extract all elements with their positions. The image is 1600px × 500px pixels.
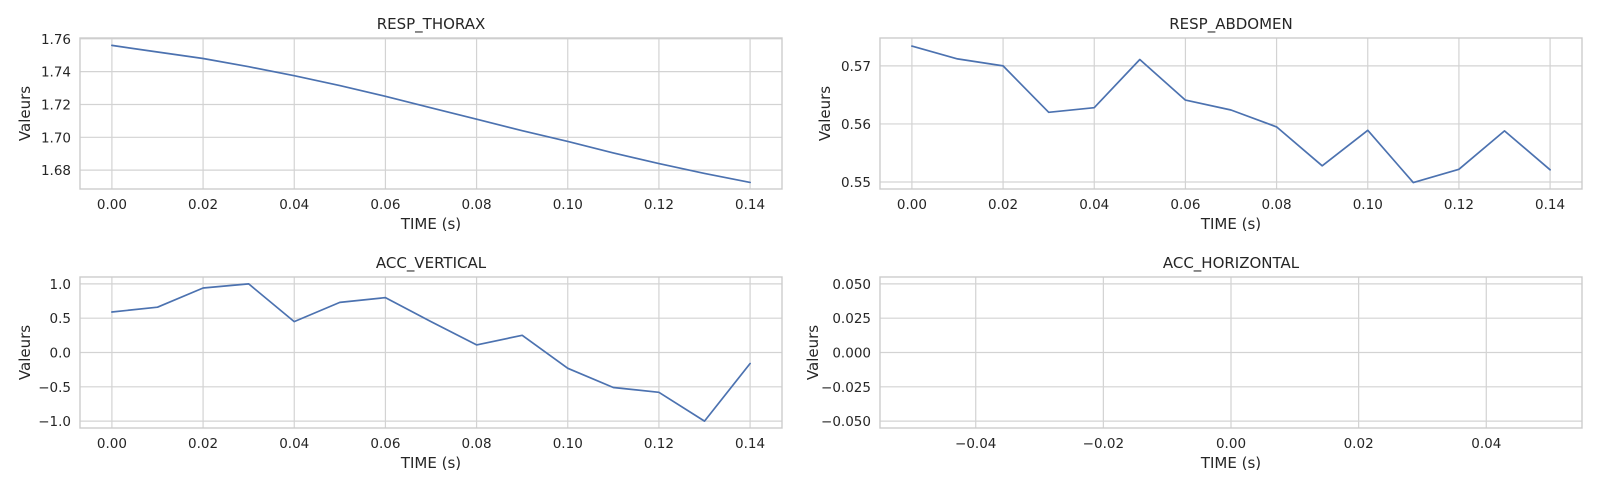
x-tick-label: 0.02 xyxy=(188,436,218,452)
x-tick-label: 0.08 xyxy=(462,436,492,452)
y-axis-label: Valeurs xyxy=(16,325,34,380)
subplot-acc-horizontal: −0.04 −0.02 0.00 0.02 0.04 −0.050 −0.025 0.000 0… xyxy=(804,254,1583,472)
y-tick-label: 1.0 xyxy=(50,277,71,293)
y-tick-label: 0.57 xyxy=(841,59,871,75)
y-axis-label: Valeurs xyxy=(16,86,34,141)
x-tick-label: 0.10 xyxy=(1353,197,1383,213)
y-tick-label: −1.0 xyxy=(38,414,71,430)
x-tick-label: 0.08 xyxy=(1262,197,1292,213)
x-axis-label: TIME (s) xyxy=(1200,454,1261,472)
y-tick-label: 0.000 xyxy=(832,346,871,362)
x-tick-label: 0.12 xyxy=(644,436,674,452)
y-tick-label: 0.56 xyxy=(841,117,871,133)
x-tick-label: 0.00 xyxy=(97,436,127,452)
y-tick-label: 0.55 xyxy=(841,175,871,191)
x-tick-label: 0.02 xyxy=(988,197,1018,213)
x-tick-label: 0.14 xyxy=(1535,197,1565,213)
x-tick-label: 0.04 xyxy=(1471,436,1501,452)
x-tick-label: 0.04 xyxy=(1079,197,1109,213)
subplot-acc-vertical: 0.00 0.02 0.04 0.06 0.08 0.10 0.12 0.14 −1.0 −0.5… xyxy=(16,254,783,472)
y-tick-label: 1.68 xyxy=(41,163,71,179)
x-tick-label: 0.02 xyxy=(188,197,218,213)
x-tick-label: −0.02 xyxy=(1083,436,1124,452)
x-tick-label: 0.00 xyxy=(897,197,927,213)
x-tick-label: 0.10 xyxy=(553,436,583,452)
y-tick-label: 1.76 xyxy=(41,32,71,48)
axes-frame xyxy=(79,276,783,429)
x-tick-label: 0.00 xyxy=(97,197,127,213)
x-tick-label: −0.04 xyxy=(955,436,996,452)
x-axis-label: TIME (s) xyxy=(1200,215,1261,233)
x-tick-label: 0.08 xyxy=(462,197,492,213)
x-tick-label: 0.06 xyxy=(1170,197,1200,213)
series-line xyxy=(911,45,1551,184)
subplot-resp-abdomen: 0.00 0.02 0.04 0.06 0.08 0.10 0.12 0.14 0.55 0.56… xyxy=(816,15,1583,233)
x-axis-label: TIME (s) xyxy=(400,215,461,233)
x-tick-label: 0.10 xyxy=(553,197,583,213)
y-tick-label: 0.5 xyxy=(50,311,71,327)
x-tick-label: 0.06 xyxy=(370,436,400,452)
x-tick-label: 0.00 xyxy=(1216,436,1246,452)
y-axis-label: Valeurs xyxy=(816,86,834,141)
y-axis-label: Valeurs xyxy=(804,325,822,380)
axes-frame xyxy=(79,37,783,190)
y-tick-label: 0.050 xyxy=(832,277,871,293)
subplot-title: ACC_HORIZONTAL xyxy=(1163,254,1300,273)
y-tick-label: 1.72 xyxy=(41,97,71,113)
series-line xyxy=(111,283,751,422)
x-tick-label: 0.14 xyxy=(735,197,765,213)
y-tick-label: 0.0 xyxy=(50,346,71,362)
axes-frame xyxy=(879,276,1583,429)
x-tick-label: 0.06 xyxy=(370,197,400,213)
subplot-title: RESP_ABDOMEN xyxy=(1169,15,1293,34)
axes-frame xyxy=(879,37,1583,190)
x-tick-label: 0.12 xyxy=(644,197,674,213)
x-tick-label: 0.14 xyxy=(735,436,765,452)
y-tick-label: 1.74 xyxy=(41,65,71,81)
y-tick-label: −0.050 xyxy=(821,414,871,430)
y-tick-label: 1.70 xyxy=(41,130,71,146)
x-tick-label: 0.04 xyxy=(279,197,309,213)
x-tick-label: 0.02 xyxy=(1344,436,1374,452)
x-axis-label: TIME (s) xyxy=(400,454,461,472)
subplot-title: ACC_VERTICAL xyxy=(376,254,487,273)
subplot-title: RESP_THORAX xyxy=(377,15,486,34)
x-tick-label: 0.04 xyxy=(279,436,309,452)
y-tick-label: 0.025 xyxy=(832,311,871,327)
subplot-resp-thorax: 0.00 0.02 0.04 0.06 0.08 0.10 0.12 0.14 1.68 1.70… xyxy=(16,15,783,233)
y-tick-label: −0.5 xyxy=(38,380,71,396)
series-line xyxy=(111,44,751,184)
y-tick-label: −0.025 xyxy=(821,380,871,396)
x-tick-label: 0.12 xyxy=(1444,197,1474,213)
